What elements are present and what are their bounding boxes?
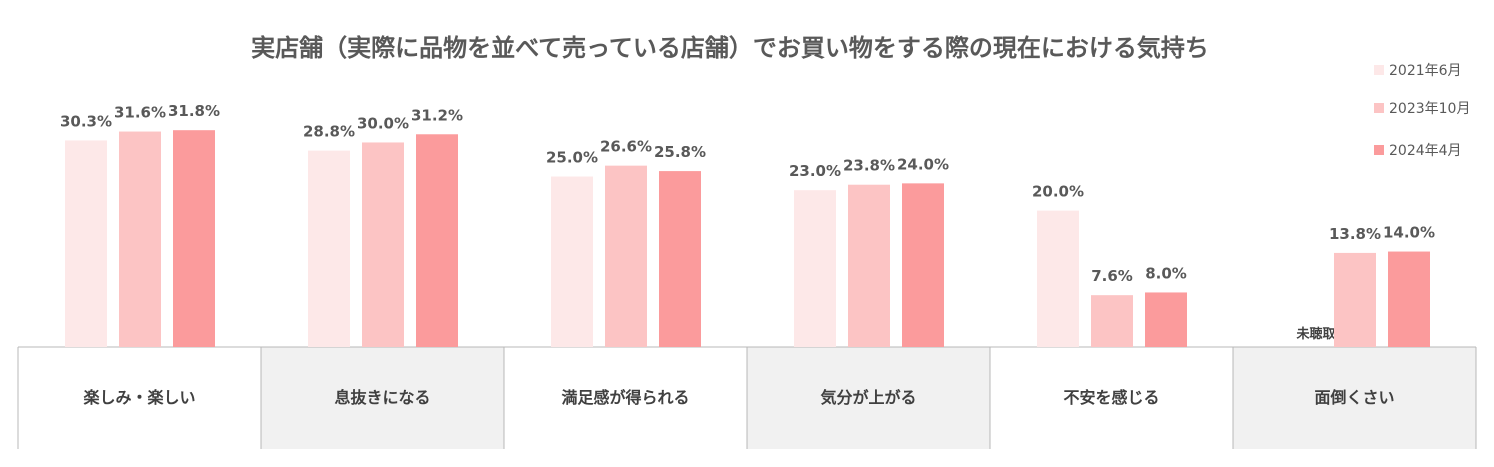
category-cell xyxy=(261,347,504,449)
bar xyxy=(1091,295,1133,347)
data-label: 26.6% xyxy=(600,138,652,156)
chart-title: 実店舗（実際に品物を並べて売っている店舗）でお買い物をする際の現在における気持ち xyxy=(251,34,1209,62)
data-label: 31.8% xyxy=(168,102,220,120)
category-label: 楽しみ・楽しい xyxy=(82,388,195,407)
bar xyxy=(659,171,701,347)
legend-swatch xyxy=(1374,103,1384,113)
bar xyxy=(1388,251,1430,347)
data-label: 20.0% xyxy=(1032,183,1084,201)
data-label: 8.0% xyxy=(1145,264,1187,282)
category-label: 面倒くさい xyxy=(1314,388,1394,407)
data-label: 25.8% xyxy=(654,143,706,161)
data-label: 7.6% xyxy=(1091,267,1133,285)
bar xyxy=(65,140,107,347)
data-label: 24.0% xyxy=(897,155,949,173)
bar xyxy=(1145,292,1187,347)
data-label: 31.6% xyxy=(114,104,166,122)
data-label: 13.8% xyxy=(1329,225,1381,243)
data-label: 28.8% xyxy=(303,123,355,141)
category-cell xyxy=(1233,347,1476,449)
bar xyxy=(1037,210,1079,347)
legend-swatch xyxy=(1374,145,1384,155)
data-label: 25.0% xyxy=(546,149,598,167)
legend-label: 2021年6月 xyxy=(1389,63,1462,79)
bar xyxy=(173,130,215,347)
category-label: 気分が上がる xyxy=(820,388,916,407)
data-label: 14.0% xyxy=(1383,224,1435,242)
data-label: 30.0% xyxy=(357,114,409,132)
legend-label: 2023年10月 xyxy=(1389,101,1470,117)
legend-label: 2024年4月 xyxy=(1389,143,1462,159)
data-label: 23.0% xyxy=(789,162,841,180)
legend-swatch xyxy=(1374,65,1384,75)
bar xyxy=(1334,252,1376,347)
data-label: 30.3% xyxy=(60,112,112,130)
category-cell xyxy=(747,347,990,449)
bar xyxy=(362,142,404,347)
bar xyxy=(416,134,458,347)
data-label: 23.8% xyxy=(843,157,895,175)
category-label: 息抜きになる xyxy=(334,388,430,407)
bar xyxy=(848,184,890,347)
category-cell xyxy=(18,347,261,449)
bar xyxy=(605,165,647,347)
category-label: 満足感が得られる xyxy=(561,388,689,407)
category-cell xyxy=(504,347,747,449)
bar xyxy=(902,183,944,347)
data-label: 31.2% xyxy=(411,106,463,124)
category-label: 不安を感じる xyxy=(1063,388,1159,407)
bar xyxy=(308,150,350,347)
bar xyxy=(551,176,593,347)
bar xyxy=(794,190,836,347)
not-asked-label: 未聴取 xyxy=(1295,326,1336,342)
bar xyxy=(119,131,161,347)
category-cell xyxy=(990,347,1233,449)
